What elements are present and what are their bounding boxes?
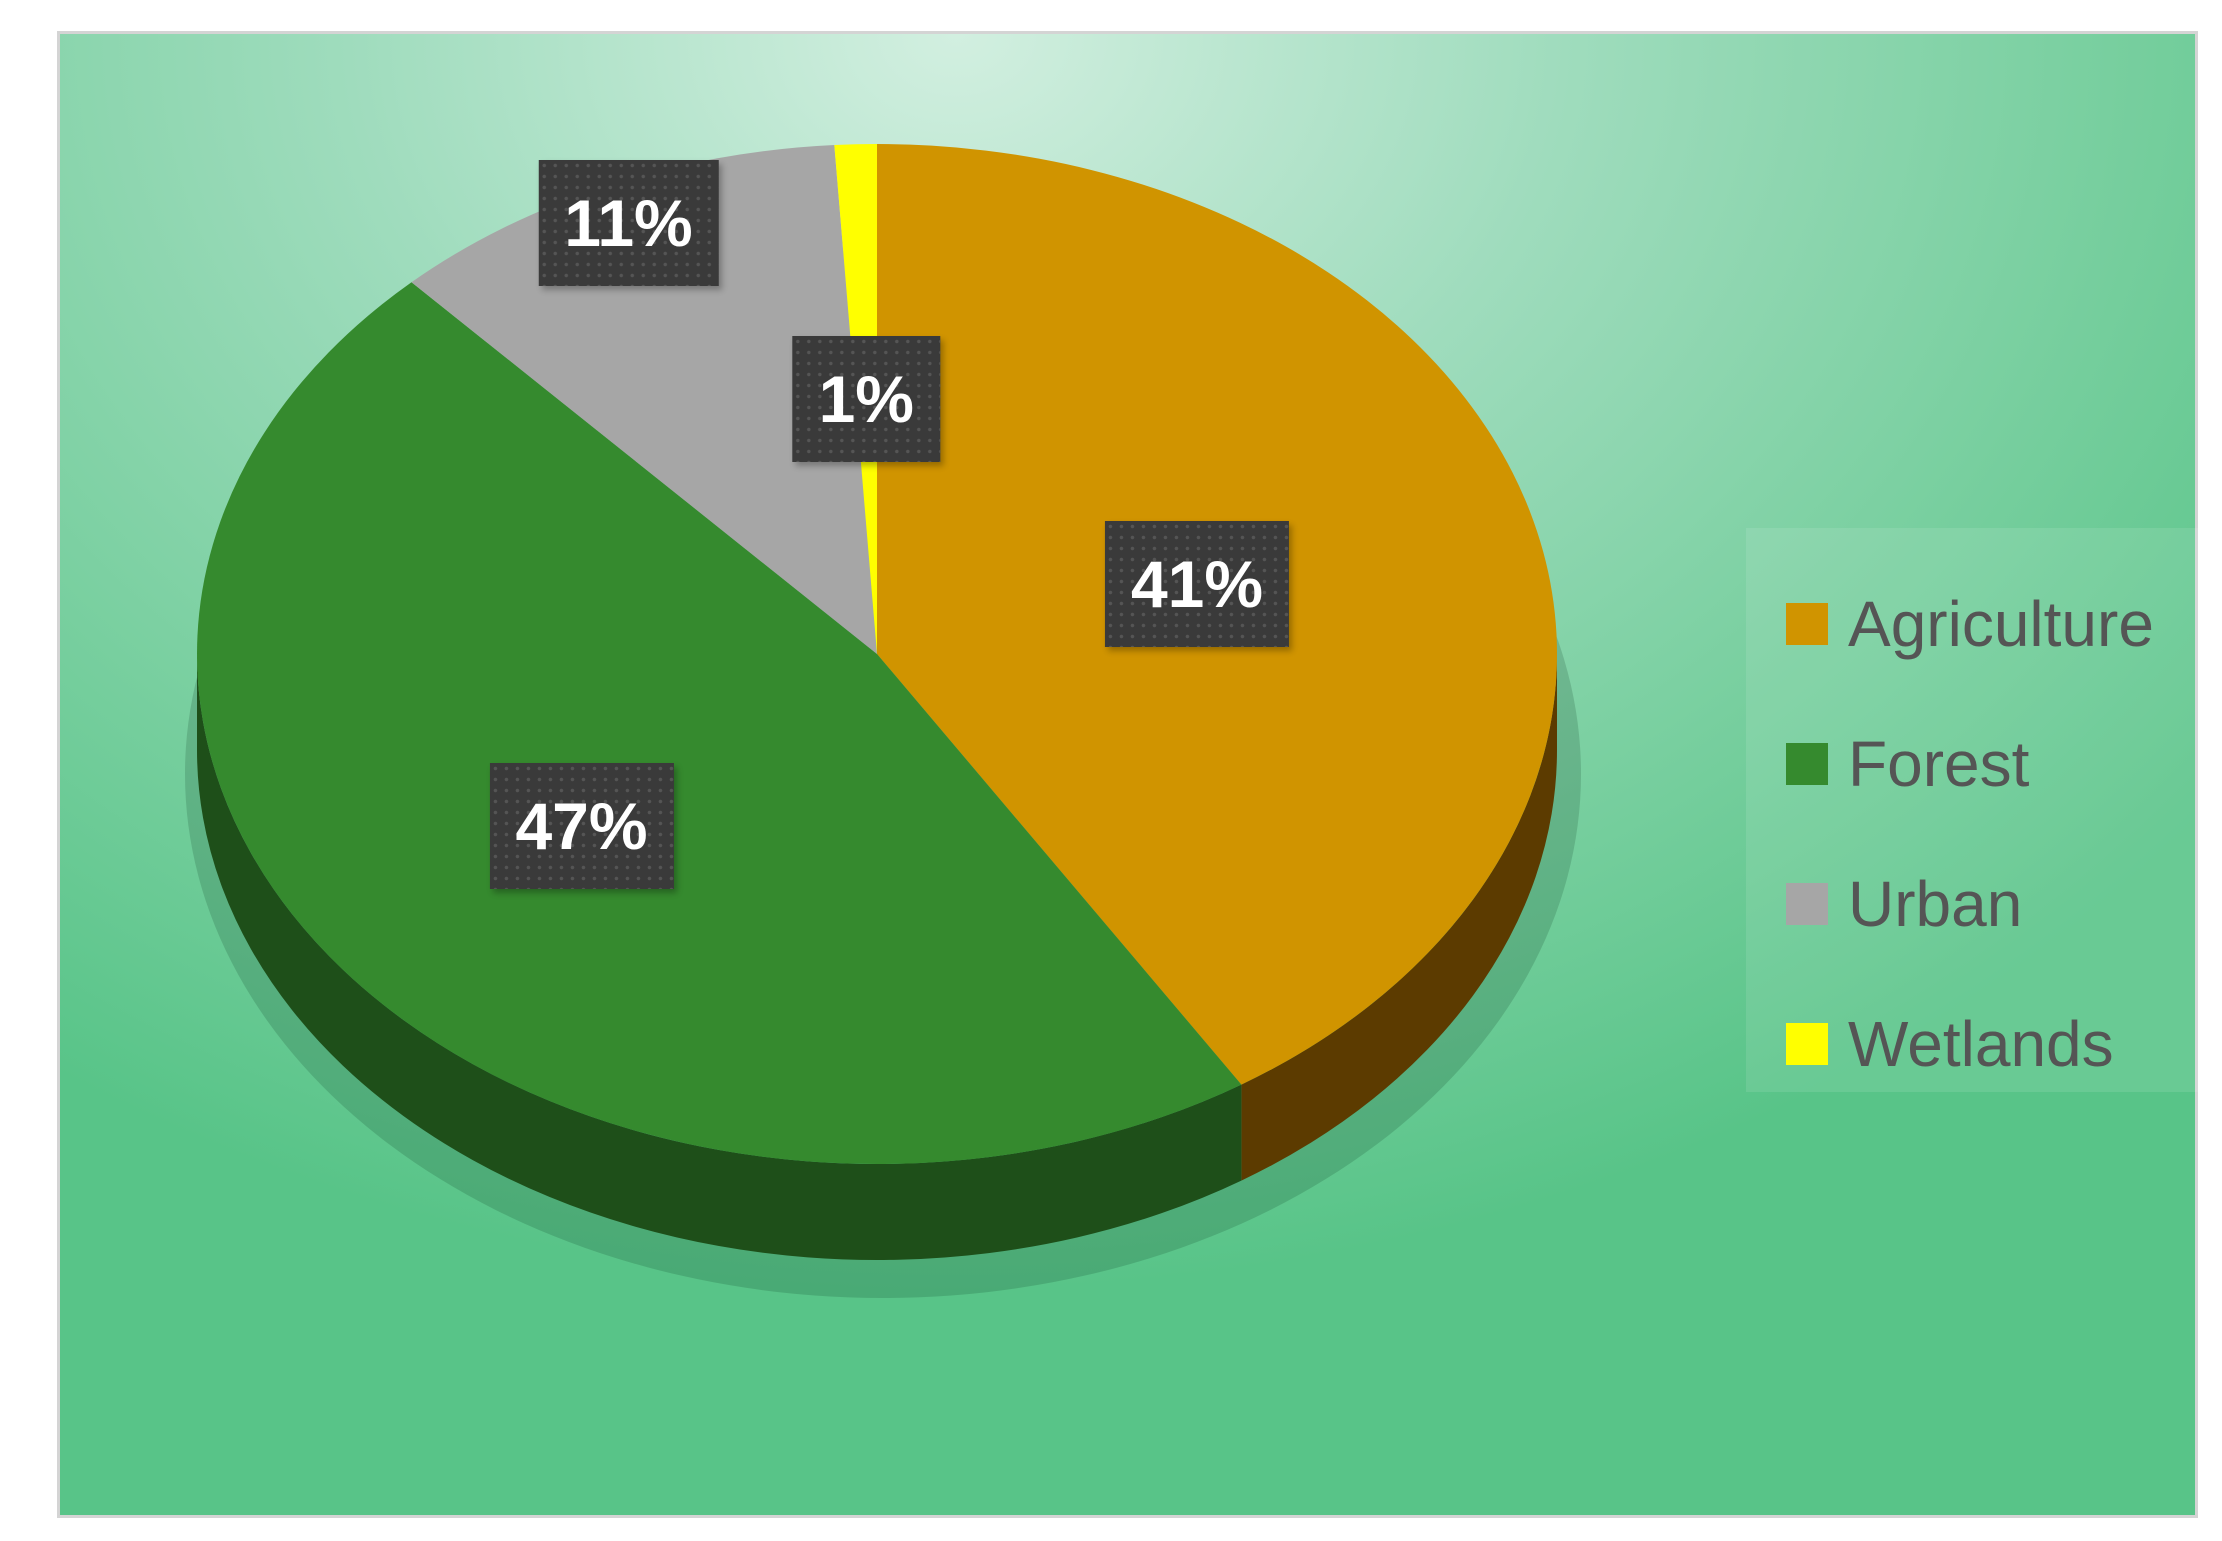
- legend-item-wetlands: Wetlands: [1786, 1008, 2114, 1080]
- data-label-urban: 11%: [538, 160, 719, 287]
- data-label-agriculture: 41%: [1104, 521, 1290, 648]
- legend-label-forest: Forest: [1848, 728, 2030, 800]
- legend-item-forest: Forest: [1786, 728, 2030, 800]
- legend-swatch-wetlands: [1786, 1023, 1828, 1065]
- legend-swatch-forest: [1786, 743, 1828, 785]
- legend: Agriculture Forest Urban Wetlands: [1746, 528, 2218, 1092]
- pie-side-forest: [197, 654, 1242, 1261]
- legend-label-wetlands: Wetlands: [1848, 1008, 2114, 1080]
- legend-swatch-urban: [1786, 883, 1828, 925]
- chart-area: 41% 47% 11% 1% Agriculture Forest Urban …: [57, 31, 2218, 1518]
- legend-label-urban: Urban: [1848, 868, 2023, 940]
- legend-swatch-agriculture: [1786, 603, 1828, 645]
- legend-item-urban: Urban: [1786, 868, 2023, 940]
- pie-slice-urban: [411, 145, 877, 654]
- data-label-forest: 47%: [489, 762, 674, 889]
- legend-label-agriculture: Agriculture: [1848, 588, 2154, 660]
- data-label-wetlands: 1%: [792, 336, 940, 463]
- pie-side-agriculture: [1241, 654, 1558, 1181]
- legend-item-agriculture: Agriculture: [1786, 588, 2154, 660]
- pie-slice-forest: [197, 282, 1242, 1164]
- pie-chart: [185, 144, 1581, 1298]
